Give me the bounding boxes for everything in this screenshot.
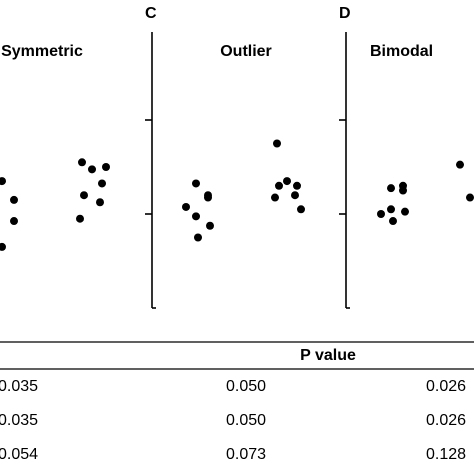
- data-point: [297, 205, 305, 214]
- data-point: [102, 163, 110, 171]
- table-cell: 0.050: [226, 378, 266, 395]
- data-point: [10, 195, 18, 204]
- panel-label-c: C: [145, 5, 157, 22]
- data-point: [275, 181, 283, 190]
- data-point: [96, 198, 104, 207]
- data-point: [273, 139, 281, 148]
- panel-bimodal: D Bimodal: [339, 5, 474, 309]
- data-point: [389, 217, 397, 226]
- data-point: [466, 193, 474, 202]
- bimodal-points: [377, 160, 474, 226]
- data-point: [192, 212, 200, 221]
- data-point: [204, 193, 212, 202]
- data-point: [182, 202, 190, 211]
- table-cell: 0.073: [226, 446, 266, 463]
- table-cell: 0.026: [426, 378, 466, 395]
- table-cell: 0.054: [0, 446, 38, 463]
- data-point: [76, 214, 84, 223]
- panel-outlier: C Outlier: [145, 5, 305, 309]
- data-point: [80, 191, 88, 200]
- table-cell: 0.128: [426, 446, 466, 463]
- table-cell: 0.035: [0, 378, 38, 395]
- data-point: [88, 165, 96, 174]
- symmetric-points: [0, 158, 110, 251]
- y-axis-ticks: [145, 119, 346, 215]
- data-point: [387, 184, 395, 193]
- panel-title-symmetric: Symmetric: [1, 43, 83, 60]
- data-point: [377, 210, 385, 218]
- panel-symmetric: Symmetric: [0, 43, 110, 251]
- data-point: [0, 177, 6, 186]
- panel-title-outlier: Outlier: [220, 43, 272, 60]
- data-point: [271, 193, 279, 202]
- data-point: [0, 242, 6, 251]
- data-point: [78, 158, 86, 167]
- table-cell: 0.026: [426, 412, 466, 429]
- data-point: [10, 217, 18, 226]
- data-point: [456, 160, 464, 169]
- data-point: [98, 179, 106, 188]
- data-point: [206, 221, 214, 230]
- table-cell: 0.050: [226, 412, 266, 429]
- data-point: [293, 181, 301, 190]
- table-cells: 0.035 0.050 0.026 0.035 0.050 0.026 0.054 0.073…: [0, 378, 466, 463]
- panel-title-bimodal: Bimodal: [370, 43, 433, 60]
- panel-label-d: D: [339, 5, 351, 22]
- data-point: [291, 191, 299, 200]
- data-point: [192, 179, 200, 188]
- data-point: [399, 181, 407, 190]
- data-point: [387, 205, 395, 214]
- table-header: P value: [300, 347, 356, 364]
- outlier-points: [182, 139, 305, 242]
- data-point: [283, 177, 291, 186]
- data-point: [194, 233, 202, 242]
- data-point: [401, 207, 409, 216]
- table-cell: 0.035: [0, 412, 38, 429]
